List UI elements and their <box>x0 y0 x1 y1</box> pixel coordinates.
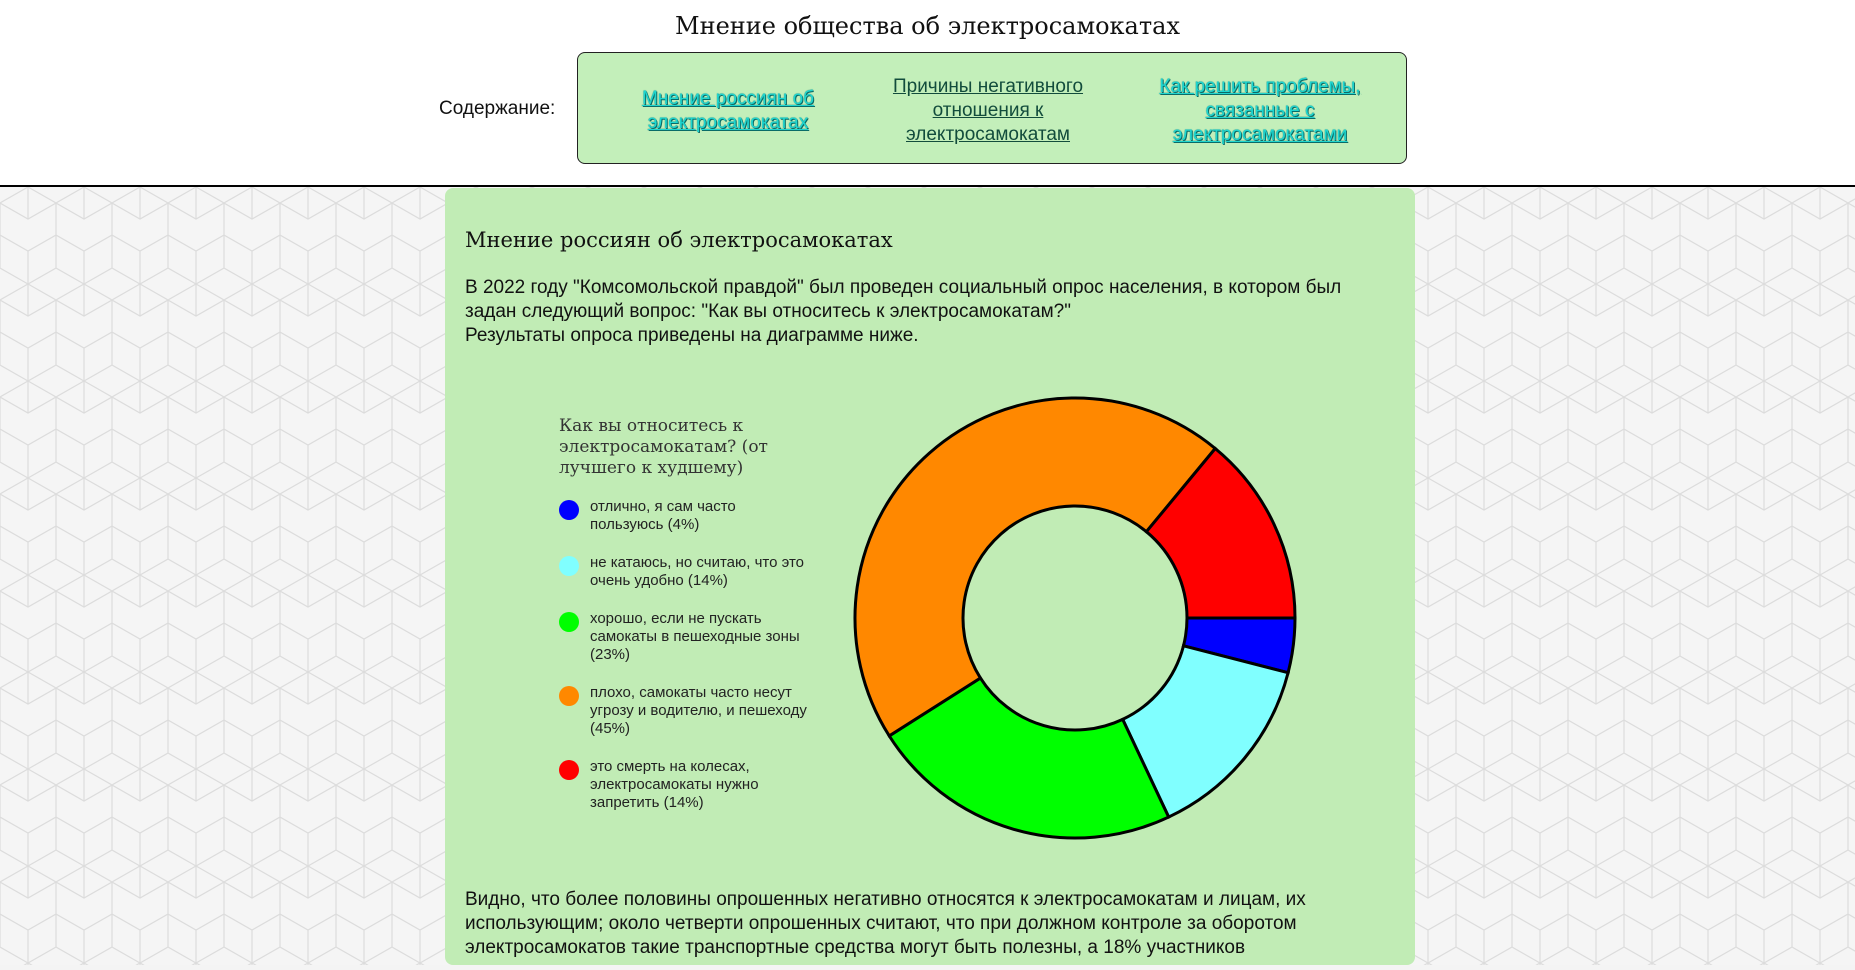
donut-slice[interactable] <box>887 675 1171 840</box>
intro-paragraph-2: Результаты опроса приведены на диаграмме… <box>465 325 919 346</box>
intro-text: В 2022 году "Комсомольской правдой" был … <box>465 276 1395 348</box>
legend-swatch <box>559 686 579 706</box>
legend-swatch <box>559 612 579 632</box>
legend-label: не катаюсь, но считаю, что это очень удо… <box>590 554 804 589</box>
page-header: Мнение общества об электросамокатах Соде… <box>0 0 1855 187</box>
legend-label: плохо, самокаты часто несут угрозу и вод… <box>590 684 807 737</box>
conclusion-text: Видно, что более половины опрошенных нег… <box>465 889 1306 958</box>
legend-swatch <box>559 556 579 576</box>
legend-label: это смерть на колесах, электросамокаты н… <box>590 758 759 811</box>
intro-paragraph: В 2022 году "Комсомольской правдой" был … <box>465 277 1342 322</box>
toc-link-solutions[interactable]: Как решить проблемы, связанные с электро… <box>1159 76 1361 145</box>
toc-label: Содержание: <box>439 98 556 119</box>
legend-label: хорошо, если не пускать самокаты в пешех… <box>590 610 800 663</box>
toc-link-opinion[interactable]: Мнение россиян об электросамокатах <box>641 88 815 133</box>
legend-swatch <box>559 760 579 780</box>
legend-swatch <box>559 500 579 520</box>
legend-label: отлично, я сам часто пользуюсь (4%) <box>590 498 736 533</box>
table-of-contents: Мнение россиян об электросамокатах Причи… <box>577 52 1407 164</box>
toc-link-reasons[interactable]: Причины негативного отношения к электрос… <box>892 76 1084 145</box>
chart-legend-title: Как вы относитесь к электросамокатам? (о… <box>559 416 768 478</box>
donut-slice[interactable] <box>1144 446 1297 620</box>
section-title: Мнение россиян об электросамокатах <box>465 228 893 252</box>
content-panel: Мнение россиян об электросамокатах В 202… <box>445 188 1415 965</box>
site-title: Мнение общества об электросамокатах <box>675 12 1180 40</box>
donut-chart <box>853 396 1297 840</box>
donut-slice[interactable] <box>853 396 1218 738</box>
